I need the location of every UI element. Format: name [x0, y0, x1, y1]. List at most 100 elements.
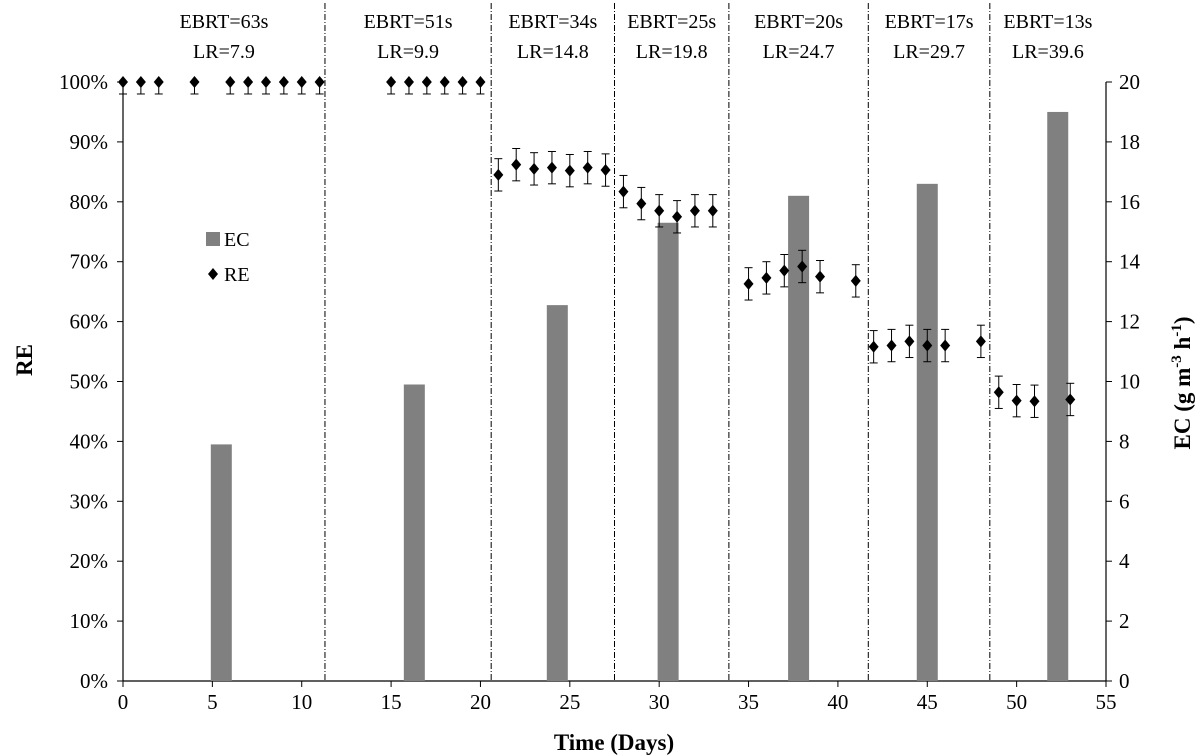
re-point-35: [868, 340, 879, 353]
y-axis-title: RE: [12, 344, 37, 376]
phase-ebrt-label-1: EBRT=51s: [364, 11, 453, 33]
re-point-24: [636, 197, 647, 210]
y-tick-label-0: 0%: [80, 669, 108, 693]
y2-tick-label-2: 4: [1119, 549, 1130, 573]
ec-bar-2: [546, 305, 568, 681]
x-tick-label-8: 40: [827, 690, 848, 714]
y2-tick-label-4: 8: [1119, 429, 1130, 453]
x-tick-label-5: 25: [559, 690, 580, 714]
legend-ec-swatch: [206, 232, 220, 246]
re-point-13: [439, 76, 450, 88]
x-tick-label-6: 30: [649, 690, 670, 714]
re-point-9: [314, 76, 325, 88]
re-points: [118, 76, 1076, 418]
ec-bar-6: [1047, 111, 1069, 681]
re-point-17: [511, 158, 522, 171]
re-point-25: [654, 204, 665, 217]
y2-tick-label-1: 2: [1119, 609, 1130, 633]
y-tick-label-6: 60%: [70, 310, 109, 334]
phase-lr-label-1: LR=9.9: [377, 41, 439, 63]
phase-lr-label-6: LR=39.6: [1012, 41, 1084, 63]
y-axis-ticks: 0% 10% 20% 30% 40% 50% 60% 70% 80% 90% 100%: [59, 70, 123, 693]
re-point-41: [993, 386, 1004, 399]
phase-ebrt-label-0: EBRT=63s: [179, 11, 268, 33]
ec-bar-4: [788, 195, 810, 681]
ec-bar-1: [403, 384, 425, 681]
re-point-40: [975, 335, 986, 348]
y2-axis-ticks: 0 2 4 6 8 10 12 14 16 18 20: [1106, 70, 1141, 693]
x-tick-label-1: 5: [207, 690, 218, 714]
ec-bar-3: [657, 222, 679, 681]
re-point-23: [618, 185, 629, 198]
y-tick-label-5: 50%: [70, 370, 109, 394]
phase-lr-label-3: LR=19.8: [636, 41, 708, 63]
re-point-6: [260, 76, 271, 88]
re-point-5: [243, 76, 254, 88]
x-axis-ticks: 0 5 10 15 20 25 30 35 40 45 50 55: [118, 681, 1117, 714]
phase-ebrt-label-2: EBRT=34s: [508, 11, 597, 33]
y-tick-label-2: 20%: [70, 549, 109, 573]
y2-title-main: EC (g m: [1170, 368, 1195, 450]
re-point-38: [922, 339, 933, 352]
y-tick-label-3: 30%: [70, 489, 109, 513]
re-point-32: [797, 260, 808, 273]
re-point-31: [779, 264, 790, 277]
y-tick-label-4: 40%: [70, 429, 109, 453]
re-point-21: [582, 161, 593, 174]
y-tick-label-8: 80%: [70, 190, 109, 214]
re-point-19: [546, 161, 557, 174]
phase-lr-label-4: LR=24.7: [763, 41, 835, 63]
y2-title-sup1: -3: [1169, 355, 1185, 368]
re-point-22: [600, 164, 611, 177]
phase-lr-label-2: LR=14.8: [517, 41, 589, 63]
re-point-20: [564, 164, 575, 177]
re-point-10: [386, 76, 397, 88]
re-point-14: [457, 76, 468, 88]
re-point-15: [475, 76, 486, 88]
ec-bar-5: [916, 183, 938, 681]
re-point-16: [493, 168, 504, 181]
re-point-18: [529, 162, 540, 175]
phase-ebrt-label-6: EBRT=13s: [1003, 11, 1092, 33]
re-point-12: [421, 76, 432, 88]
re-point-3: [189, 76, 200, 88]
legend-re-marker: [208, 268, 218, 280]
x-axis-title: Time (Days): [554, 730, 674, 755]
legend-re-label: RE: [224, 264, 250, 286]
x-tick-label-2: 10: [291, 690, 312, 714]
re-point-44: [1065, 393, 1076, 406]
re-point-7: [278, 76, 289, 88]
x-tick-label-4: 20: [470, 690, 491, 714]
phase-lr-label-5: LR=29.7: [893, 41, 965, 63]
re-point-42: [1011, 394, 1022, 407]
y2-tick-label-0: 0: [1119, 669, 1130, 693]
y2-tick-label-9: 18: [1119, 130, 1140, 154]
re-point-43: [1029, 395, 1040, 408]
re-point-34: [850, 274, 861, 287]
phase-boundaries: [324, 3, 991, 681]
y2-tick-label-7: 14: [1119, 250, 1141, 274]
re-point-1: [135, 76, 146, 88]
phase-ebrt-label-4: EBRT=20s: [754, 11, 843, 33]
y-tick-label-10: 100%: [59, 70, 108, 94]
re-point-39: [940, 339, 951, 352]
x-tick-label-0: 0: [118, 690, 129, 714]
x-tick-label-11: 55: [1096, 690, 1117, 714]
re-point-36: [886, 339, 897, 352]
ec-bars: [210, 111, 1069, 681]
re-point-26: [672, 210, 683, 223]
y-tick-label-1: 10%: [70, 609, 109, 633]
re-point-11: [403, 76, 414, 88]
re-point-37: [904, 335, 915, 348]
y2-axis-title: EC (g m-3 h-1): [1169, 317, 1195, 450]
y2-tick-label-8: 16: [1119, 190, 1140, 214]
phase-ebrt-label-5: EBRT=17s: [885, 11, 974, 33]
re-point-4: [225, 76, 236, 88]
phase-lr-label-0: LR=7.9: [193, 41, 255, 63]
legend-ec-label: EC: [224, 229, 250, 251]
y2-tick-label-5: 10: [1119, 370, 1140, 394]
ec-bar-0: [210, 444, 232, 681]
legend: EC RE: [206, 229, 250, 286]
phase-ebrt-label-3: EBRT=25s: [627, 11, 716, 33]
